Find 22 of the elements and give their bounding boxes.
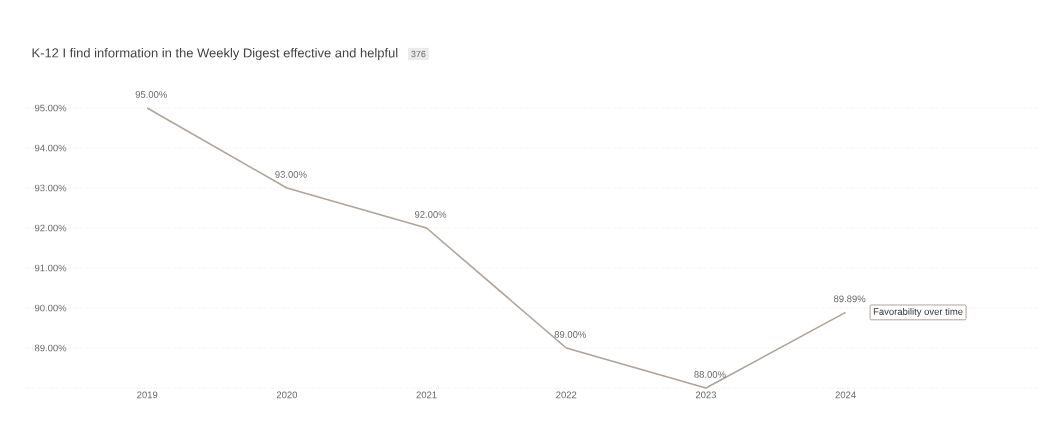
y-tick-label: 90.00% (34, 304, 67, 312)
text: 376 (411, 50, 426, 58)
chart-title: K-12 I find information in the Weekly Digest effective and helpful (32, 47, 398, 61)
x-tick-label: 2021 (416, 391, 437, 399)
text: 88.00% (694, 371, 726, 378)
x-tick-label: 2024 (835, 391, 856, 399)
x-tick-label: 2020 (276, 391, 298, 399)
x-tick-label: 2023 (695, 391, 717, 399)
text: 89.00% (554, 331, 586, 338)
x-tick-label: 2019 (137, 391, 158, 399)
y-tick-label: 93.00% (34, 184, 67, 192)
y-tick-label: 89.00% (34, 344, 67, 352)
y-tick-label: 91.00% (34, 264, 67, 272)
y-tick-label: 92.00% (34, 224, 67, 232)
text: 92.00% (414, 211, 447, 218)
x-tick-label: 2022 (556, 391, 577, 399)
text: 89.89% (833, 295, 866, 303)
text: 93.00% (275, 171, 307, 178)
legend-label: Favorability over time (873, 307, 963, 317)
y-tick-label: 94.00% (34, 144, 67, 152)
y-tick-label: 95.00% (34, 104, 67, 112)
text: 95.00% (135, 91, 167, 98)
